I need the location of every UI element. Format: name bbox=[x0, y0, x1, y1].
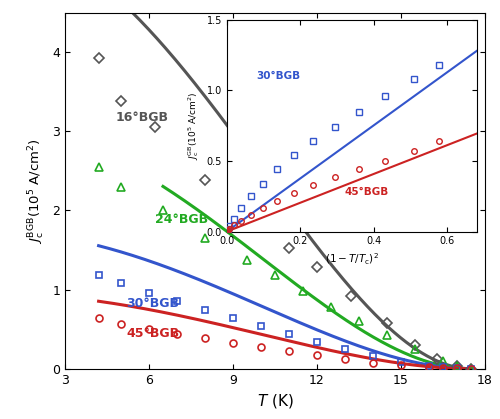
Y-axis label: $J_{\rm c}^{\rm BGB}$($10^5$ A/cm$^2$): $J_{\rm c}^{\rm BGB}$($10^5$ A/cm$^2$) bbox=[26, 138, 46, 243]
Text: 30°BGB: 30°BGB bbox=[126, 297, 180, 310]
X-axis label: $T$ (K): $T$ (K) bbox=[256, 392, 294, 410]
Text: 16°BGB: 16°BGB bbox=[116, 111, 168, 124]
Text: 45°BGB: 45°BGB bbox=[126, 327, 180, 340]
Text: 24°BGB: 24°BGB bbox=[154, 213, 208, 226]
